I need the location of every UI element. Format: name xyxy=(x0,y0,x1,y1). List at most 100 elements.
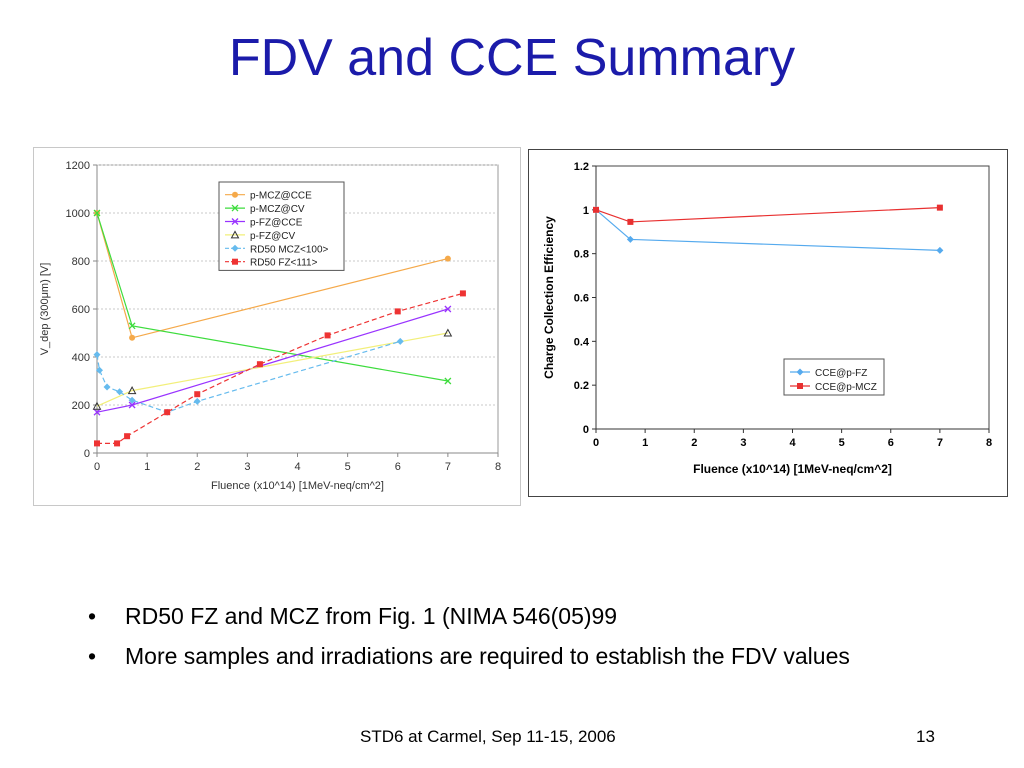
y-tick-label: 800 xyxy=(72,256,90,268)
page-number: 13 xyxy=(916,727,935,746)
legend-marker xyxy=(797,383,803,389)
x-tick-label: 6 xyxy=(888,437,894,449)
legend-label: p-FZ@CCE xyxy=(250,218,303,229)
y-tick-label: 0.6 xyxy=(574,293,589,305)
data-point xyxy=(94,440,100,447)
data-point xyxy=(114,440,121,447)
data-point xyxy=(128,401,136,409)
slide-title: FDV and CCE Summary xyxy=(228,29,796,87)
x-tick-label: 3 xyxy=(244,461,250,473)
y-tick-label: 1200 xyxy=(66,160,90,172)
x-tick-label: 0 xyxy=(94,461,100,473)
y-tick-label: 1.2 xyxy=(574,161,589,173)
x-tick-label: 5 xyxy=(345,461,351,473)
data-point xyxy=(626,235,634,243)
y-tick-label: 600 xyxy=(72,304,90,316)
data-point xyxy=(936,246,944,254)
x-tick-label: 7 xyxy=(445,461,451,473)
data-point xyxy=(129,334,136,341)
legend-marker xyxy=(232,258,238,265)
x-tick-label: 1 xyxy=(642,437,648,449)
x-tick-label: 7 xyxy=(937,437,943,449)
bullet-list: • RD50 FZ and MCZ from Fig. 1 (NIMA 546(… xyxy=(88,600,968,680)
legend-label: RD50 MCZ<100> xyxy=(250,244,329,255)
legend-marker xyxy=(232,191,238,198)
y-tick-label: 0 xyxy=(583,424,589,436)
data-point xyxy=(96,366,104,374)
y-tick-label: 0.2 xyxy=(574,380,589,392)
y-axis-label: V_dep (300μm) [V] xyxy=(39,263,51,356)
vdep-chart: 0 200 400 600 800 1000 1200 0 1 2 3 4 5 6 7 8 Fluence (x… xyxy=(33,147,521,506)
series-line xyxy=(96,332,448,407)
data-point xyxy=(93,351,101,359)
x-axis-label: Fluence (x10^14) [1MeV-neq/cm^2] xyxy=(211,480,384,492)
data-point xyxy=(116,388,124,396)
data-point xyxy=(128,322,136,330)
data-point xyxy=(256,361,263,368)
data-point xyxy=(93,408,101,416)
y-axis-label: Charge Collection Efficiency xyxy=(542,216,556,379)
data-point xyxy=(627,218,634,225)
bullet-text: RD50 FZ and MCZ from Fig. 1 (NIMA 546(05… xyxy=(125,603,618,629)
y-tick-label: 1 xyxy=(583,205,589,217)
data-point xyxy=(444,255,451,262)
x-tick-label: 1 xyxy=(144,461,150,473)
data-point xyxy=(593,206,599,213)
legend-label: p-MCZ@CCE xyxy=(250,191,312,202)
x-tick-label: 8 xyxy=(495,461,501,473)
cce-chart: 0 0.2 0.4 0.6 0.8 1 1.2 0 1 2 3 4 5 6 7 8 Fluence (x10^1… xyxy=(528,149,1008,497)
bullet-item: • RD50 FZ and MCZ from Fig. 1 (NIMA 546(… xyxy=(88,600,968,632)
data-point xyxy=(193,397,201,405)
legend-box xyxy=(218,181,345,271)
x-tick-label: 6 xyxy=(395,461,401,473)
y-tick-label: 0 xyxy=(84,448,90,460)
data-point xyxy=(128,396,136,404)
y-tick-label: 0.4 xyxy=(574,336,590,348)
data-point xyxy=(936,204,943,211)
data-point xyxy=(103,383,111,391)
x-tick-label: 5 xyxy=(839,437,845,449)
legend-label: RD50 FZ<111> xyxy=(250,258,318,269)
series-line xyxy=(96,340,401,413)
x-tick-label: 4 xyxy=(789,437,796,449)
legend-label: p-MCZ@CV xyxy=(250,204,305,215)
data-point xyxy=(459,290,466,297)
data-point xyxy=(444,305,452,313)
data-point xyxy=(394,308,401,315)
y-tick-label: 1000 xyxy=(66,208,90,220)
y-tick-label: 0.8 xyxy=(574,249,589,261)
x-tick-label: 2 xyxy=(194,461,200,473)
data-point xyxy=(127,386,137,395)
vdep-chart-svg: 0 200 400 600 800 1000 1200 0 1 2 3 4 5 6 7 8 Fluence (x… xyxy=(39,160,501,492)
legend-label: p-FZ@CV xyxy=(250,231,295,242)
legend-marker xyxy=(230,230,240,239)
footer-text: STD6 at Carmel, Sep 11-15, 2006 xyxy=(360,727,616,746)
bullet-symbol: • xyxy=(88,643,97,669)
cce-chart-svg: 0 0.2 0.4 0.6 0.8 1 1.2 0 1 2 3 4 5 6 7 8 Fluence (x10^1… xyxy=(542,161,992,476)
bullet-symbol: • xyxy=(88,603,97,629)
legend-label: CCE@p-FZ xyxy=(815,368,867,379)
y-tick-label: 400 xyxy=(72,352,90,364)
legend-label: CCE@p-MCZ xyxy=(815,382,877,393)
bullet-item: • More samples and irradiations are requ… xyxy=(88,640,968,672)
x-tick-label: 4 xyxy=(294,461,300,473)
data-point xyxy=(444,377,452,385)
legend-marker xyxy=(231,204,239,212)
data-point xyxy=(93,209,101,217)
legend-marker xyxy=(231,218,239,225)
legend-marker xyxy=(796,368,804,376)
data-point xyxy=(396,337,404,345)
x-tick-label: 0 xyxy=(593,437,599,449)
data-point xyxy=(443,328,453,337)
bullet-text: More samples and irradiations are requir… xyxy=(125,643,850,669)
data-point xyxy=(194,391,201,398)
x-tick-label: 8 xyxy=(986,437,992,449)
x-axis-label: Fluence (x10^14) [1MeV-neq/cm^2] xyxy=(693,462,892,476)
legend-marker xyxy=(231,244,239,252)
y-tick-label: 200 xyxy=(72,400,90,412)
data-point xyxy=(92,401,102,410)
data-point xyxy=(124,433,131,440)
data-point xyxy=(324,332,331,339)
data-point xyxy=(164,409,171,416)
x-tick-label: 2 xyxy=(691,437,697,449)
